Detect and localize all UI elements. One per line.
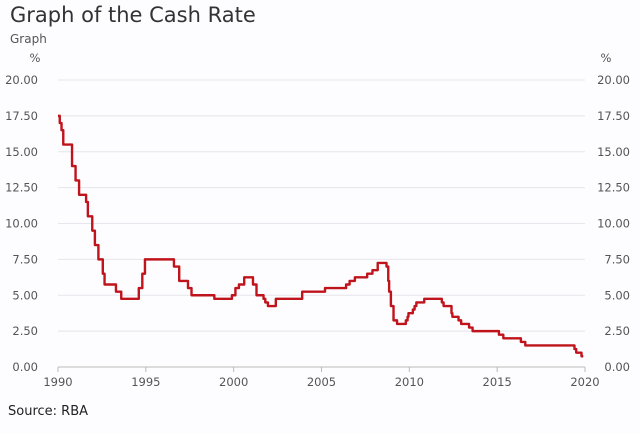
x-tick-label: 2010: [395, 375, 424, 389]
y-tick-left: 15.00: [5, 145, 38, 159]
y-tick-right: 10.00: [597, 217, 630, 231]
y-tick-right: 7.50: [604, 252, 630, 266]
y-tick-left: 2.50: [12, 324, 38, 338]
y-tick-right: 17.50: [597, 109, 630, 123]
graph-subtitle: Graph: [10, 32, 47, 46]
cash-rate-line: [58, 114, 584, 358]
y-tick-right: 12.50: [597, 181, 630, 195]
y-tick-right: 2.50: [604, 324, 630, 338]
x-tick-label: 1995: [131, 375, 160, 389]
y-tick-left: 20.00: [5, 73, 38, 87]
y-tick-left: 7.50: [12, 252, 38, 266]
y-tick-left: 10.00: [5, 217, 38, 231]
y-axis-unit-right: %: [601, 51, 612, 65]
y-tick-left: 0.00: [12, 360, 38, 374]
y-tick-right: 20.00: [597, 73, 630, 87]
x-tick-label: 2000: [219, 375, 248, 389]
y-tick-right: 0.00: [604, 360, 630, 374]
y-tick-left: 5.00: [12, 288, 38, 302]
y-axis-unit-left: %: [30, 51, 41, 65]
y-tick-right: 15.00: [597, 145, 630, 159]
source-note: Source: RBA: [8, 404, 89, 419]
y-tick-right: 5.00: [604, 288, 630, 302]
page-title: Graph of the Cash Rate: [10, 3, 256, 27]
x-tick-label: 2020: [570, 375, 599, 389]
x-tick-label: 2005: [307, 375, 336, 389]
x-tick-label: 2015: [483, 375, 512, 389]
x-tick-label: 1990: [43, 375, 72, 389]
y-tick-left: 17.50: [5, 109, 38, 123]
y-tick-left: 12.50: [5, 181, 38, 195]
